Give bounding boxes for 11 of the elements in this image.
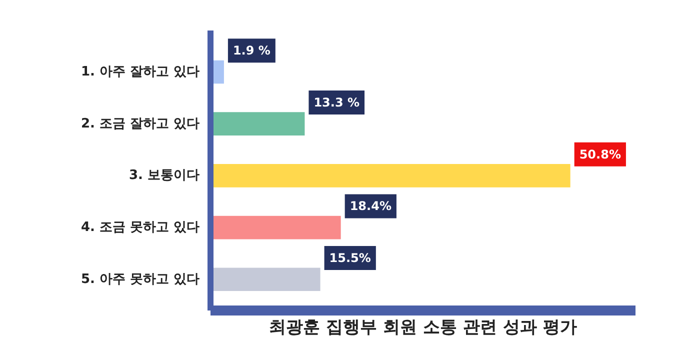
data-label: 18.4% xyxy=(350,199,392,214)
y-tick-label: 1. 아주 잘하고 있다 xyxy=(80,64,200,80)
data-label: 15.5% xyxy=(329,251,371,266)
y-tick-label: 5. 아주 못하고 있다 xyxy=(80,272,200,287)
data-label: 50.8% xyxy=(579,147,621,162)
y-tick-label: 3. 보통이다 xyxy=(128,168,200,184)
data-label: 13.3 % xyxy=(314,96,360,110)
data-label: 1.9 % xyxy=(232,44,270,58)
y-tick-label: 2. 조금 잘하고 있다 xyxy=(80,116,200,132)
y-tick-label: 4. 조금 못하고 있다 xyxy=(80,220,200,236)
text: 최광훈 집행부 회원 소통 관련 성과 평가 xyxy=(269,318,577,338)
